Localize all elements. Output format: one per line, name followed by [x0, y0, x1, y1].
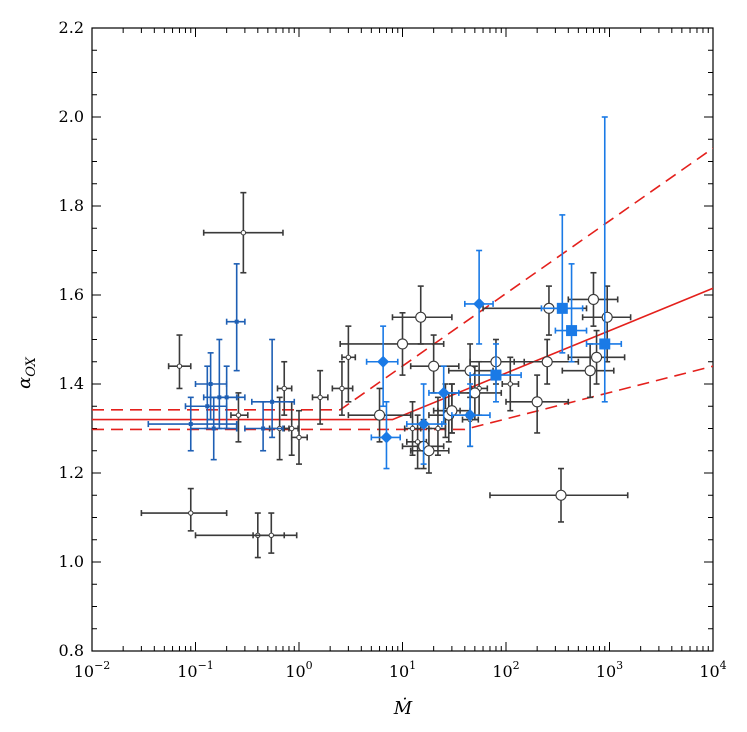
data-point-open-circle: [541, 356, 553, 368]
data-point-open-circle: [555, 489, 567, 501]
series-dot: [140, 191, 520, 559]
fit-line-dashed-lower: [92, 365, 713, 431]
data-point-dot: [409, 425, 416, 432]
data-point-open-circle: [428, 360, 440, 372]
data-point-dot: [435, 425, 441, 432]
data-point-dot: [339, 385, 345, 392]
data-point-small-square: [188, 422, 193, 427]
y-tick-label: 1.0: [59, 552, 84, 571]
y-tick-label: 2.2: [59, 18, 84, 37]
series-small-square: [147, 263, 296, 461]
data-point-dot: [281, 385, 287, 392]
data-point-dot: [414, 439, 421, 445]
data-point-small-square: [224, 395, 229, 400]
y-axis-label: αOX: [14, 356, 39, 389]
x-tick-mantissa: 10: [74, 662, 94, 681]
x-tick-mantissa: 10: [285, 662, 305, 681]
data-point-open-circle: [584, 365, 596, 377]
x-tick-label: 103: [596, 659, 623, 681]
x-tick-exponent: 4: [720, 659, 727, 672]
data-point-square: [566, 325, 578, 337]
x-tick-label: 104: [699, 659, 726, 681]
data-point-dot: [176, 363, 183, 369]
data-point-open-circle: [601, 311, 613, 323]
data-point-diamond: [473, 297, 486, 310]
data-point-dot: [240, 230, 247, 236]
data-point-diamond: [437, 386, 450, 399]
x-tick-mantissa: 10: [389, 662, 409, 681]
data-point-small-square: [208, 382, 213, 386]
data-point-dot: [345, 354, 352, 360]
data-points: [140, 116, 632, 559]
y-tick-label: 2.0: [59, 107, 84, 126]
data-point-open-circle: [531, 396, 543, 408]
x-tick-exponent: 0: [306, 659, 313, 672]
x-axis-label: Ṁ: [393, 696, 413, 719]
y-tick-label: 1.8: [59, 196, 84, 215]
data-point-diamond: [380, 431, 393, 444]
y-tick-label: 1.2: [59, 463, 84, 482]
fit-lines: [92, 147, 713, 431]
y-tick-label: 0.8: [59, 641, 84, 660]
plot-area: 10−2 10−1 100 101 102 103 1040.81.01.21.41.61.…: [59, 18, 727, 681]
fit-line-solid: [92, 287, 713, 421]
x-tick-label: 102: [492, 659, 519, 681]
data-point-dot: [235, 412, 242, 418]
x-tick-label: 10−1: [177, 659, 214, 681]
y-tick-label: 1.4: [59, 374, 84, 393]
x-tick-exponent: 2: [513, 659, 520, 672]
data-point-small-square: [205, 404, 210, 409]
x-tick-mantissa: 10: [596, 662, 616, 681]
x-tick-exponent: −1: [198, 659, 214, 672]
data-point-small-square: [211, 426, 216, 431]
data-point-open-circle: [423, 445, 435, 457]
data-point-open-circle: [469, 387, 481, 399]
data-point-dot: [288, 425, 295, 432]
x-tick-label: 101: [389, 659, 416, 681]
data-point-diamond: [417, 418, 430, 431]
y-axis-label-subscript: OX: [24, 356, 39, 376]
data-point-open-circle: [587, 293, 600, 306]
data-point-open-circle: [396, 338, 409, 350]
data-point-dot: [317, 394, 323, 401]
data-point-dot: [268, 532, 275, 538]
data-point-square: [490, 369, 502, 381]
data-point-diamond: [464, 409, 477, 422]
x-tick-label: 100: [285, 659, 312, 681]
data-point-dot: [296, 434, 302, 441]
data-point-small-square: [270, 399, 275, 404]
data-point-diamond: [377, 355, 390, 368]
data-point-open-circle: [373, 409, 386, 421]
data-point-dot: [188, 510, 194, 516]
series-diamond: [365, 249, 494, 470]
data-point-small-square: [234, 319, 239, 324]
x-tick-exponent: 1: [409, 659, 416, 672]
data-point-dot: [507, 381, 513, 387]
x-tick-label: 10−2: [74, 659, 111, 681]
y-tick-label: 1.6: [59, 285, 84, 304]
data-point-open-circle: [415, 311, 427, 323]
fit-line-dashed-upper: [92, 147, 713, 411]
x-tick-exponent: 3: [616, 659, 623, 672]
x-tick-mantissa: 10: [492, 662, 512, 681]
series-square: [469, 116, 623, 403]
data-point-square: [599, 338, 611, 350]
x-tick-mantissa: 10: [699, 662, 719, 681]
x-tick-exponent: −2: [94, 659, 110, 672]
x-tick-mantissa: 10: [177, 662, 197, 681]
data-point-small-square: [261, 426, 266, 431]
data-point-open-circle: [591, 351, 603, 363]
data-point-square: [556, 302, 568, 314]
